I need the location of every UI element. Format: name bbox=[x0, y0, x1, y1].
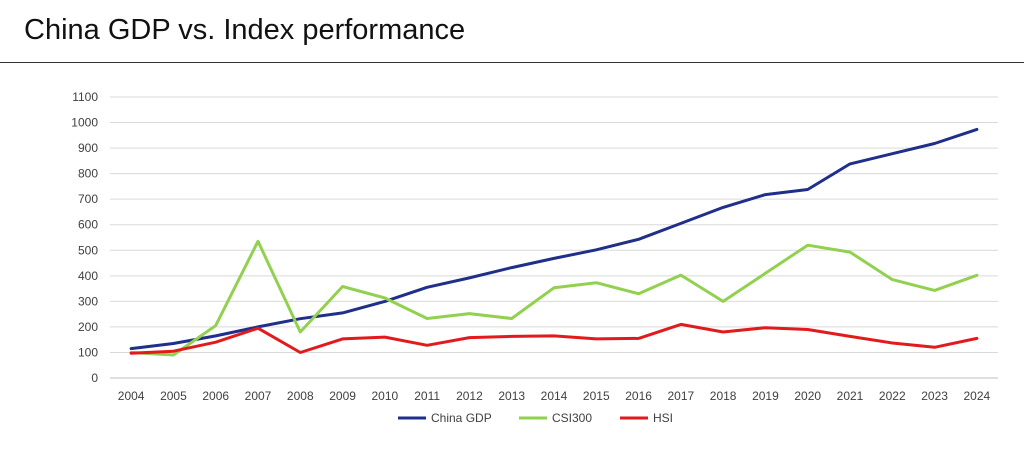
legend-label: China GDP bbox=[431, 411, 492, 425]
y-tick-label: 1100 bbox=[72, 90, 98, 104]
x-tick-label: 2010 bbox=[372, 389, 399, 403]
x-tick-label: 2016 bbox=[625, 389, 652, 403]
x-tick-label: 2006 bbox=[202, 389, 229, 403]
x-tick-label: 2004 bbox=[118, 389, 145, 403]
x-tick-label: 2013 bbox=[498, 389, 525, 403]
legend-label: HSI bbox=[653, 411, 673, 425]
x-tick-label: 2015 bbox=[583, 389, 610, 403]
legend: China GDP CSI300 HSI bbox=[398, 411, 673, 425]
x-tick-label: 2022 bbox=[879, 389, 906, 403]
x-tick-label: 2024 bbox=[964, 389, 991, 403]
x-tick-label: 2012 bbox=[456, 389, 483, 403]
x-tick-label: 2005 bbox=[160, 389, 187, 403]
y-tick-label: 900 bbox=[78, 141, 98, 155]
x-tick-label: 2011 bbox=[414, 389, 440, 403]
y-tick-label: 800 bbox=[78, 167, 98, 181]
x-tick-label: 2008 bbox=[287, 389, 314, 403]
y-tick-label: 200 bbox=[78, 320, 98, 334]
y-tick-label: 500 bbox=[78, 243, 98, 257]
legend-label: CSI300 bbox=[552, 411, 592, 425]
x-tick-label: 2014 bbox=[541, 389, 568, 403]
y-tick-label: 0 bbox=[91, 371, 98, 385]
x-tick-label: 2019 bbox=[752, 389, 779, 403]
series-line-china-gdp bbox=[129, 127, 979, 351]
series-line-hsi bbox=[129, 322, 979, 355]
y-tick-label: 700 bbox=[78, 192, 98, 206]
y-tick-label: 300 bbox=[78, 294, 98, 308]
chart-title: China GDP vs. Index performance bbox=[24, 14, 466, 46]
series-lines bbox=[129, 127, 979, 357]
y-tick-label: 600 bbox=[78, 218, 98, 232]
y-axis-ticks: 0 100 200 300 400 500 600 700 800 900 1000 1100 bbox=[71, 90, 98, 385]
title-divider bbox=[0, 62, 1024, 63]
x-tick-label: 2021 bbox=[837, 389, 864, 403]
x-tick-label: 2020 bbox=[794, 389, 821, 403]
x-tick-label: 2017 bbox=[668, 389, 695, 403]
y-tick-label: 100 bbox=[78, 345, 98, 359]
series-line-csi300 bbox=[129, 239, 979, 357]
x-tick-label: 2018 bbox=[710, 389, 737, 403]
x-tick-label: 2007 bbox=[245, 389, 272, 403]
x-axis-ticks: 2004 2005 2006 2007 2008 2009 2010 2011 2012 2013… bbox=[118, 389, 991, 403]
x-tick-label: 2009 bbox=[329, 389, 356, 403]
y-tick-label: 1000 bbox=[71, 116, 98, 130]
y-tick-label: 400 bbox=[78, 269, 98, 283]
x-tick-label: 2023 bbox=[921, 389, 948, 403]
